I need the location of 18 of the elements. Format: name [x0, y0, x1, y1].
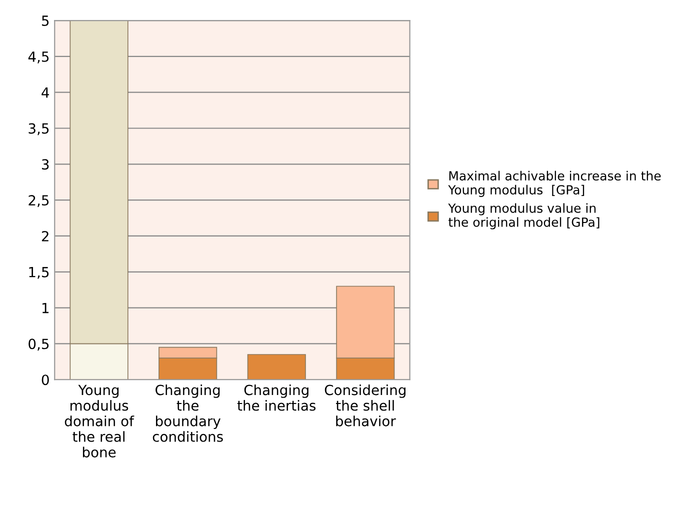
x-tick-label: Changing the boundary conditions — [152, 384, 223, 442]
x-tick-label: Considering the shell behavior — [324, 384, 406, 426]
legend-label: Maximal achivable increase in the Young modulus [GPa] — [448, 170, 661, 197]
y-tick-label: 0 — [42, 374, 49, 386]
y-tick-label: 3 — [42, 159, 49, 170]
y-tick-label: 2,5 — [28, 195, 49, 207]
legend-label: Young modulus value in the original model [GPa] — [448, 203, 600, 230]
y-tick-label: 5 — [42, 16, 49, 26]
y-tick-label: 1,5 — [29, 267, 49, 279]
y-tick-label: 1 — [42, 302, 48, 314]
y-tick-label: 4,5 — [28, 52, 49, 64]
x-tick-label: Changing the inertias — [237, 384, 316, 411]
y-tick-label: 2 — [42, 230, 48, 242]
y-tick-label: 3,5 — [28, 123, 49, 136]
y-tick-label: 4 — [42, 87, 49, 98]
x-tick-label: Young modulus domain of the real bone — [64, 384, 134, 458]
y-tick-label: 0,5 — [28, 338, 49, 351]
bar — [247, 354, 306, 380]
